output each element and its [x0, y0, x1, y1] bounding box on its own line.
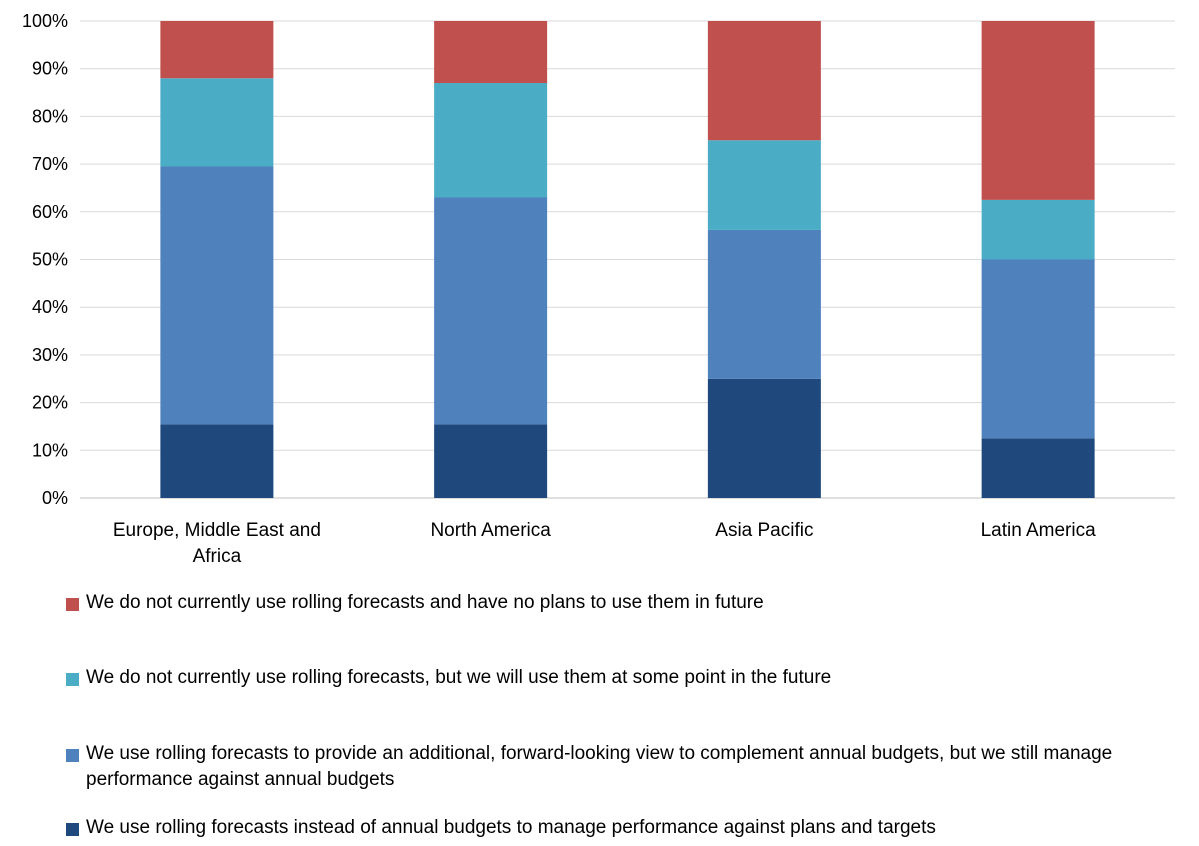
legend-item: We do not currently use rolling forecast…: [66, 665, 1176, 691]
bar-segment: [707, 140, 821, 230]
y-tick-label: 90%: [32, 59, 68, 79]
x-category-label: Latin America: [981, 520, 1097, 541]
bar-segment: [981, 21, 1095, 200]
x-category-label: Europe, Middle East and: [113, 520, 321, 541]
y-tick-label: 10%: [32, 440, 68, 460]
stacked-bar-chart: 0% 10% 20% 30% 40% 50% 60% 70% 80% 90% 100% Europe,…: [22, 11, 1175, 567]
bar-segment: [707, 229, 821, 379]
y-tick-label: 20%: [32, 393, 68, 413]
y-tick-label: 0%: [42, 488, 68, 508]
bar-segment: [981, 199, 1095, 260]
bar-segment: [160, 78, 274, 167]
y-tick-label: 40%: [32, 297, 68, 317]
legend: We do not currently use rolling forecast…: [66, 0, 1176, 846]
bar-segment: [434, 21, 548, 84]
bar-segment: [160, 166, 274, 425]
x-category-label: Asia Pacific: [715, 520, 813, 541]
y-tick-label: 80%: [32, 106, 68, 126]
x-category-label: North America: [430, 520, 551, 541]
y-tick-label: 70%: [32, 154, 68, 174]
bar-segment: [981, 438, 1095, 498]
legend-label: We do not currently use rolling forecast…: [86, 592, 764, 613]
legend-swatch: [66, 749, 79, 762]
x-category-label: Africa: [193, 546, 242, 567]
legend-label: We do not currently use rolling forecast…: [86, 667, 832, 688]
legend-item: We do not currently use rolling forecast…: [66, 590, 1176, 616]
legend-item: We use rolling forecasts to provide an a…: [66, 741, 1176, 793]
legend-label: We use rolling forecasts instead of annu…: [86, 817, 936, 838]
legend-swatch: [66, 673, 79, 686]
legend-label: We use rolling forecasts to provide an a…: [86, 743, 1113, 790]
y-tick-label: 30%: [32, 345, 68, 365]
y-tick-label: 100%: [22, 11, 68, 31]
bar-segment: [160, 424, 274, 498]
legend-swatch: [66, 823, 79, 836]
bar-segment: [434, 83, 548, 198]
y-tick-label: 50%: [32, 250, 68, 270]
legend-item: We use rolling forecasts instead of annu…: [66, 815, 1176, 841]
bar-segment: [707, 378, 821, 498]
bar-segment: [434, 197, 548, 425]
y-tick-label: 60%: [32, 202, 68, 222]
bar-segment: [434, 424, 548, 498]
legend-swatch: [66, 598, 79, 611]
bar-segment: [160, 21, 274, 79]
bar-segment: [707, 21, 821, 141]
bar-segment: [981, 259, 1095, 439]
